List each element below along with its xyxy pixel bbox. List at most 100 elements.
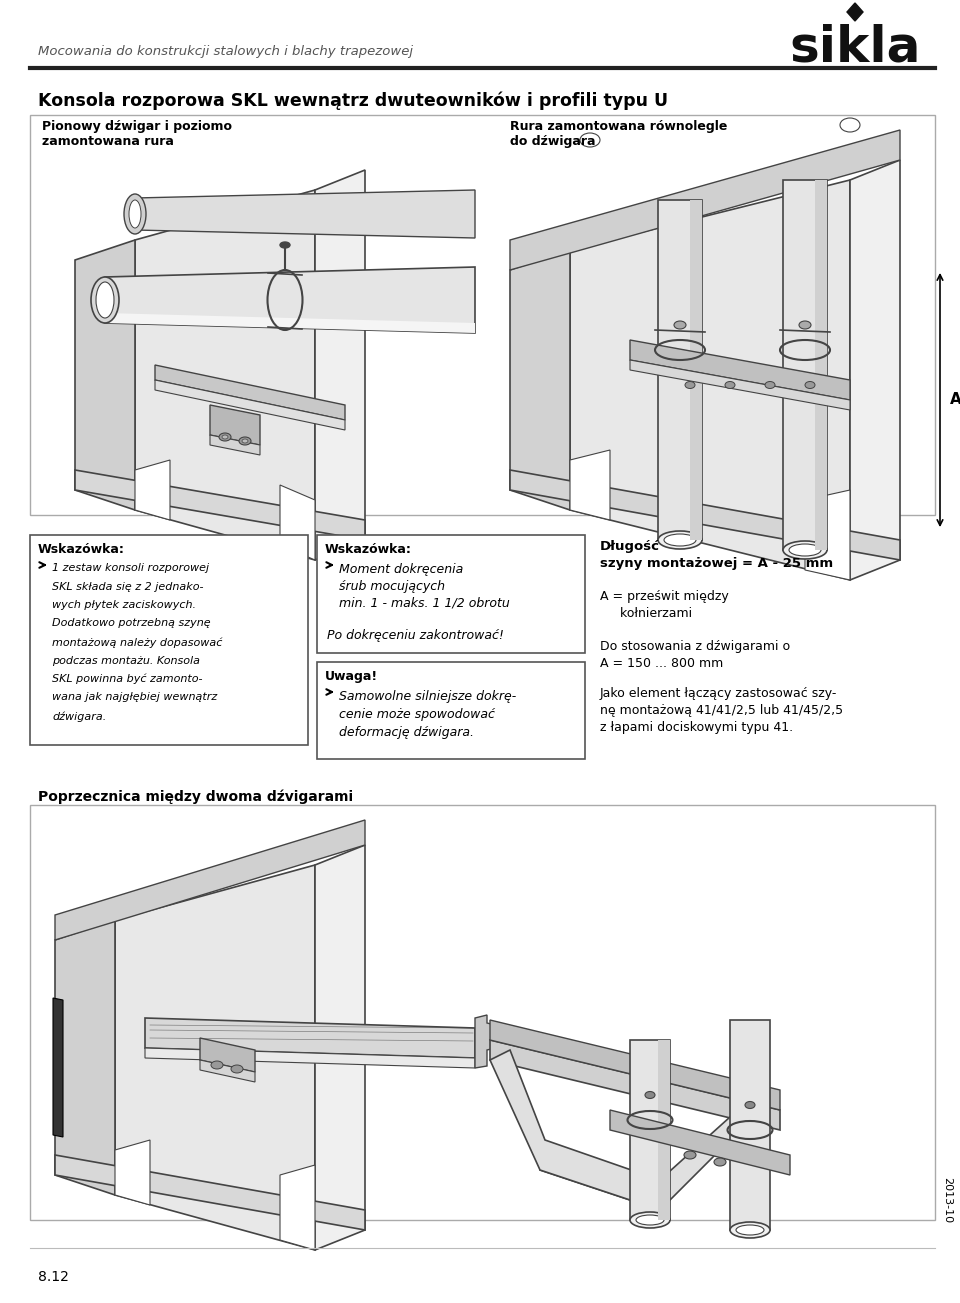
Ellipse shape: [799, 321, 811, 328]
Ellipse shape: [124, 194, 146, 235]
Ellipse shape: [745, 1101, 755, 1109]
Text: wana jak najgłębiej wewnątrz: wana jak najgłębiej wewnątrz: [52, 692, 217, 702]
Polygon shape: [315, 846, 365, 1250]
Polygon shape: [510, 250, 570, 509]
Ellipse shape: [239, 437, 251, 446]
Text: Poprzecznica między dwoma dźvigarami: Poprzecznica między dwoma dźvigarami: [38, 790, 353, 804]
Ellipse shape: [789, 543, 821, 556]
Text: wych płytek zaciskowych.: wych płytek zaciskowych.: [52, 599, 196, 610]
Polygon shape: [105, 313, 475, 334]
Ellipse shape: [630, 1212, 670, 1227]
FancyBboxPatch shape: [30, 115, 935, 515]
Ellipse shape: [658, 532, 702, 549]
Text: z łapami dociskowymi typu 41.: z łapami dociskowymi typu 41.: [600, 721, 793, 734]
Polygon shape: [490, 1020, 780, 1110]
Ellipse shape: [280, 242, 290, 248]
Text: 2013-10: 2013-10: [942, 1177, 952, 1224]
Polygon shape: [115, 1140, 150, 1205]
Polygon shape: [540, 1151, 660, 1210]
Ellipse shape: [685, 382, 695, 388]
Ellipse shape: [219, 433, 231, 440]
Polygon shape: [570, 180, 850, 580]
Polygon shape: [145, 1048, 475, 1068]
Text: Do stosowania z dźwigarami o: Do stosowania z dźwigarami o: [600, 640, 790, 653]
Text: deformację dźwigara.: deformację dźwigara.: [339, 726, 474, 739]
Text: śrub mocujących: śrub mocujących: [339, 580, 445, 593]
Text: 1 zestaw konsoli rozporowej: 1 zestaw konsoli rozporowej: [52, 563, 209, 573]
Polygon shape: [805, 490, 850, 580]
Polygon shape: [280, 1165, 315, 1250]
FancyBboxPatch shape: [30, 536, 308, 745]
Polygon shape: [53, 998, 63, 1138]
Text: dźwigara.: dźwigara.: [52, 711, 107, 722]
Polygon shape: [490, 1040, 780, 1130]
Ellipse shape: [684, 1151, 696, 1158]
Ellipse shape: [765, 382, 775, 388]
Text: A = prześwit między: A = prześwit między: [600, 590, 729, 603]
Polygon shape: [55, 820, 365, 939]
Polygon shape: [850, 160, 900, 580]
Ellipse shape: [674, 321, 686, 328]
Ellipse shape: [636, 1214, 664, 1225]
Polygon shape: [135, 460, 170, 520]
Polygon shape: [658, 1040, 670, 1220]
Text: A = 150 ... 800 mm: A = 150 ... 800 mm: [600, 657, 723, 670]
Text: Rura zamontowana równolegle
do dźwigara: Rura zamontowana równolegle do dźwigara: [510, 120, 728, 149]
Polygon shape: [155, 365, 345, 420]
Ellipse shape: [129, 199, 141, 228]
Text: SKL składa się z 2 jednako-: SKL składa się z 2 jednako-: [52, 581, 204, 592]
Polygon shape: [200, 1061, 255, 1081]
Text: A: A: [950, 392, 960, 408]
Ellipse shape: [725, 382, 735, 388]
Text: Dodatkowo potrzebną szynę: Dodatkowo potrzebną szynę: [52, 619, 210, 628]
Polygon shape: [135, 190, 475, 238]
Text: Konsola rozporowa SKL wewnątrz dwuteowników i profili typu U: Konsola rozporowa SKL wewnątrz dwuteowni…: [38, 93, 668, 111]
Polygon shape: [210, 405, 260, 446]
Text: podczas montażu. Konsola: podczas montażu. Konsola: [52, 655, 200, 666]
Text: Uwaga!: Uwaga!: [325, 670, 378, 683]
Ellipse shape: [91, 278, 119, 323]
FancyBboxPatch shape: [317, 536, 585, 653]
Text: min. 1 - maks. 1 1/2 obrotu: min. 1 - maks. 1 1/2 obrotu: [339, 597, 510, 610]
Text: SKL powinna być zamonto-: SKL powinna być zamonto-: [52, 674, 203, 684]
FancyBboxPatch shape: [30, 805, 935, 1220]
Polygon shape: [145, 1018, 475, 1058]
Text: szyny montażowej = A - 25 mm: szyny montażowej = A - 25 mm: [600, 556, 833, 569]
Text: Jako element łączący zastosować szy-: Jako element łączący zastosować szy-: [600, 687, 837, 700]
Ellipse shape: [580, 133, 600, 147]
Ellipse shape: [231, 1065, 243, 1072]
Text: cenie może spowodować: cenie może spowodować: [339, 708, 494, 721]
Polygon shape: [610, 1110, 790, 1175]
Ellipse shape: [222, 435, 228, 439]
Polygon shape: [315, 169, 365, 560]
Polygon shape: [783, 180, 827, 550]
Polygon shape: [847, 3, 863, 21]
Text: nę montażową 41/41/2,5 lub 41/45/2,5: nę montażową 41/41/2,5 lub 41/45/2,5: [600, 704, 843, 717]
Ellipse shape: [783, 541, 827, 559]
Ellipse shape: [211, 1061, 223, 1068]
Polygon shape: [475, 1015, 495, 1068]
Polygon shape: [210, 435, 260, 455]
Ellipse shape: [645, 1092, 655, 1098]
Ellipse shape: [736, 1225, 764, 1235]
Text: Mocowania do konstrukcji stalowych i blachy trapezowej: Mocowania do konstrukcji stalowych i bla…: [38, 46, 413, 59]
Polygon shape: [115, 865, 315, 1250]
Polygon shape: [690, 199, 702, 539]
Polygon shape: [510, 470, 900, 560]
Ellipse shape: [664, 534, 696, 546]
Text: Wskazówka:: Wskazówka:: [38, 543, 125, 556]
Polygon shape: [135, 190, 315, 560]
Polygon shape: [815, 180, 827, 550]
Polygon shape: [490, 1050, 760, 1210]
Polygon shape: [280, 485, 315, 560]
Polygon shape: [75, 240, 135, 509]
Text: Moment dokręcenia: Moment dokręcenia: [339, 563, 464, 576]
Polygon shape: [155, 380, 345, 430]
Ellipse shape: [840, 119, 860, 132]
FancyBboxPatch shape: [317, 662, 585, 760]
Polygon shape: [55, 920, 115, 1195]
Text: montażową należy dopasować: montażową należy dopasować: [52, 637, 223, 648]
Polygon shape: [55, 1154, 365, 1230]
Ellipse shape: [242, 439, 248, 443]
Text: kołnierzami: kołnierzami: [600, 607, 692, 620]
